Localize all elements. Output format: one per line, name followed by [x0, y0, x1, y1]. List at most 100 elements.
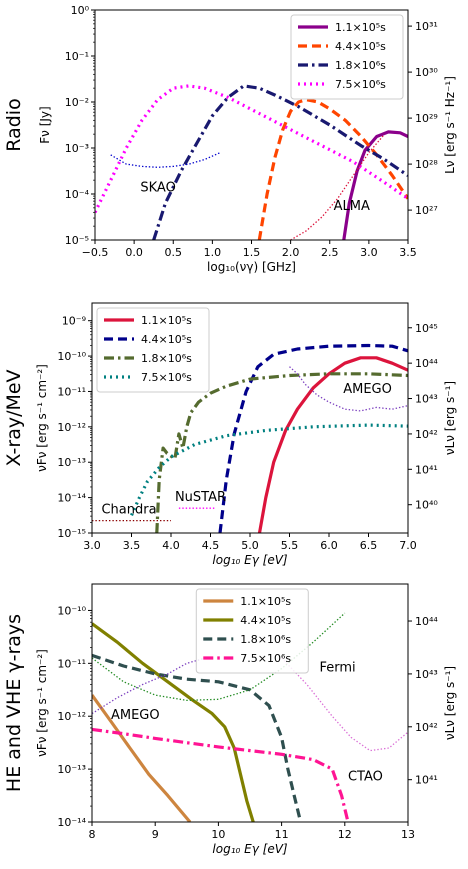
panel-2: 3.0 3.5 4.0 4.5 5.0 5.5 6.0 6.5 7.0 10⁻¹⁵ 10⁻¹⁴ 10⁻… [3, 302, 457, 567]
legend-label: 1.1×10⁵s [240, 595, 291, 608]
right-y-tick-label: 10⁴⁰ [415, 499, 438, 512]
x-tick-label: 2.5 [321, 246, 339, 259]
panel-label: Radio [3, 98, 25, 151]
right-y-tick-label: 10⁴² [415, 428, 438, 441]
y-tick-label: 10⁻³ [65, 142, 89, 155]
legend: 1.1×10⁵s 4.4×10⁵s 1.8×10⁶s 7.5×10⁶s [195, 588, 309, 674]
y-tick-label: 10⁻¹¹ [57, 657, 86, 670]
y-tick-label: 10⁻¹³ [57, 763, 86, 776]
y-tick-label: 10⁻¹⁰ [57, 604, 86, 617]
x-tick-label: 6.0 [320, 539, 338, 552]
panel-1: −0.5 0.0 0.5 1.0 1.5 2.0 2.5 3.0 3.5 10⁻⁵ 10⁻⁴ 10⁻³… [3, 4, 457, 274]
series-line [218, 343, 408, 533]
series-line [257, 98, 408, 240]
y-tick-label: 10⁻¹² [57, 421, 86, 434]
x-tick-label: 9 [152, 828, 159, 841]
right-y-tick-label: 10⁴² [415, 721, 438, 734]
legend-label: 4.4×10⁵s [240, 614, 291, 627]
x-tick-label: 6.5 [360, 539, 378, 552]
x-tick-label: 10 [211, 828, 225, 841]
right-y-axis-label: νLν [erg s⁻¹] [443, 666, 457, 740]
x-tick-label: 7.0 [399, 539, 417, 552]
x-tick-label: 13 [401, 828, 415, 841]
instrument-label: ALMA [334, 199, 370, 214]
legend: 1.1×10⁵s 4.4×10⁵s 1.8×10⁶s 7.5×10⁶s [290, 14, 404, 100]
legend-label: 1.1×10⁵s [335, 21, 386, 34]
legend-label: 4.4×10⁵s [141, 333, 192, 346]
x-tick-label: 2.0 [282, 246, 300, 259]
legend-label: 4.4×10⁵s [335, 40, 386, 53]
right-y-tick-label: 10⁴³ [415, 393, 438, 406]
y-tick-label: 10⁻⁵ [65, 234, 89, 247]
x-tick-label: 11 [275, 828, 289, 841]
right-y-tick-label: 10³¹ [415, 20, 438, 33]
series-line [155, 372, 408, 533]
series-line [92, 694, 192, 822]
panel-3: 8 9 10 11 12 13 10⁻¹⁴ 10⁻¹³ 10⁻¹² 10⁻¹¹ 10⁻¹⁰ 10⁴¹ 1… [3, 583, 457, 856]
series-line [152, 84, 408, 240]
right-y-axis-label: Lν [erg s⁻¹ Hz⁻¹] [443, 76, 457, 174]
y-tick-label: 10⁻¹³ [57, 456, 86, 469]
legend-label: 1.8×10⁶s [335, 59, 386, 72]
legend-box [290, 14, 404, 100]
x-tick-label: 4.0 [162, 539, 180, 552]
right-y-tick-label: 10²⁸ [415, 158, 438, 171]
x-axis-label: log₁₀(νγ) [GHz] [207, 260, 296, 274]
x-axis-label: log₁₀ Eγ [eV] [212, 553, 288, 567]
series-line [289, 366, 408, 412]
right-y-tick-label: 10³⁰ [415, 66, 438, 79]
x-tick-label: 1.0 [204, 246, 222, 259]
x-tick-label: 4.5 [202, 539, 220, 552]
series-line [95, 84, 408, 214]
x-tick-label: 5.0 [241, 539, 259, 552]
x-tick-label: 0.5 [165, 246, 183, 259]
instrument-label: Fermi [320, 660, 356, 675]
instrument-label: CTAO [348, 770, 383, 785]
right-y-tick-label: 10⁴³ [415, 668, 438, 681]
legend: 1.1×10⁵s 4.4×10⁵s 1.8×10⁶s 7.5×10⁶s [96, 307, 210, 393]
x-tick-label: 8 [89, 828, 96, 841]
legend-box [195, 588, 309, 674]
series-line [342, 130, 408, 240]
y-tick-label: 10⁻⁹ [62, 315, 86, 328]
series-line [257, 356, 408, 533]
y-tick-label: 10⁻¹⁰ [57, 350, 86, 363]
series-line [110, 152, 221, 168]
legend-label: 7.5×10⁶s [141, 371, 192, 384]
legend-label: 1.1×10⁵s [141, 314, 192, 327]
y-tick-label: 10⁻¹¹ [57, 385, 86, 398]
y-tick-label: 10⁰ [71, 4, 90, 17]
legend-label: 7.5×10⁶s [335, 78, 386, 91]
series-group [95, 84, 408, 240]
legend-box [96, 307, 210, 393]
legend-label: 1.8×10⁶s [141, 352, 192, 365]
y-tick-label: 10⁻⁴ [65, 188, 90, 201]
y-tick-label: 10⁻¹⁴ [57, 816, 86, 829]
x-tick-label: 1.5 [243, 246, 261, 259]
right-y-tick-label: 10⁴¹ [415, 463, 438, 476]
series-group [92, 343, 408, 533]
x-axis-label: log₁₀ Eγ [eV] [212, 842, 288, 856]
x-tick-label: 3.0 [360, 246, 378, 259]
legend-label: 7.5×10⁶s [240, 652, 291, 665]
x-tick-label: 5.5 [281, 539, 299, 552]
instrument-label: AMEGO [343, 382, 392, 397]
right-y-tick-label: 10⁴⁵ [415, 322, 438, 335]
y-tick-label: 10⁻² [65, 96, 89, 109]
right-y-tick-label: 10²⁷ [415, 204, 438, 217]
series-line [130, 423, 408, 516]
series-line [281, 657, 408, 752]
series-line [92, 657, 206, 715]
x-tick-label: 3.0 [83, 539, 101, 552]
y-axis-label: Fν [Jy] [38, 106, 52, 143]
panel-label: X-ray/MeV [3, 369, 25, 466]
instrument-label: SKAO [140, 181, 175, 196]
x-tick-label: 0.0 [125, 246, 143, 259]
y-axis-label: νFν [erg s⁻¹ cm⁻²] [35, 364, 49, 472]
y-tick-label: 10⁻¹⁴ [57, 492, 86, 505]
right-y-axis-label: νLν [erg s⁻¹] [443, 381, 457, 455]
right-y-tick-label: 10²⁹ [415, 112, 438, 125]
instrument-label: Chandra [101, 503, 156, 518]
panel-label: HE and VHE γ-rays [3, 614, 25, 792]
